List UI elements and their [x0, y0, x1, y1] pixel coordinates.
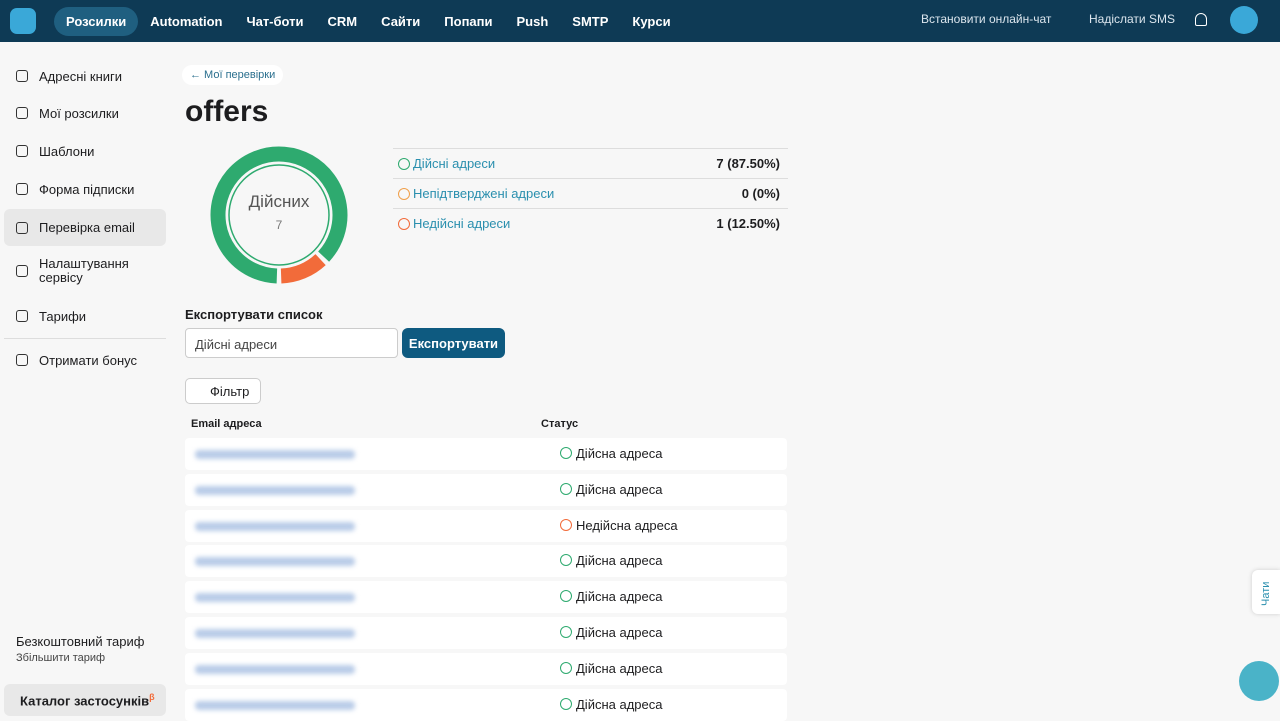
table-row: Дійсна адреса [185, 688, 787, 721]
status: Дійсна адреса [560, 553, 662, 568]
status-icon [560, 590, 572, 603]
status-icon [560, 447, 572, 459]
chat-link[interactable]: Встановити онлайн-чат [921, 12, 1052, 26]
blurred-email [195, 700, 355, 710]
nav-item[interactable]: Попапи [444, 13, 493, 29]
side-item[interactable]: Перевірка email [4, 209, 166, 246]
table-row: Дійсна адреса [185, 617, 787, 649]
stat-label[interactable]: Непідтверджені адреси [413, 186, 555, 201]
nav-item[interactable]: CRM [327, 13, 358, 29]
status: Дійсна адреса [560, 697, 662, 712]
stat-row: Непідтверджені адреси 0 (0%) [393, 178, 788, 208]
beta: β [149, 692, 155, 702]
catalog[interactable]: Каталог застосунківβ [4, 684, 166, 716]
status: Дійсна адреса [560, 482, 662, 497]
side-item[interactable]: Налаштування сервісу [4, 256, 144, 286]
side-item[interactable]: Адресні книги [4, 64, 166, 88]
status: Дійсна адреса [560, 446, 662, 461]
blurred-email [195, 450, 355, 459]
donut-segment [210, 146, 348, 284]
bonus[interactable]: Отримати бонус [4, 348, 166, 372]
blurred-email [195, 593, 355, 603]
status-icon [560, 661, 572, 674]
side-item[interactable]: Форма підписки [4, 177, 166, 201]
stat-value: 1 (12.50%) [716, 216, 780, 231]
status-icon [560, 554, 572, 567]
nav-item[interactable]: Automation [150, 13, 223, 29]
blurred-email [195, 485, 355, 495]
divider [4, 338, 166, 339]
donut-chart: Дійсних 7 [210, 146, 348, 284]
table-row: Дійсна адреса [185, 652, 787, 685]
stat-label[interactable]: Дійсні адреси [413, 156, 496, 171]
filter-button[interactable]: Фільтр [185, 378, 261, 404]
nav-item[interactable]: Push [516, 13, 549, 29]
chats-label: Чати [1260, 581, 1272, 606]
stat-row: Недійсні адреси 1 (12.50%) [393, 208, 788, 238]
back-link[interactable]: ← Мої перевірки [182, 65, 284, 85]
status: Дійсна адреса [560, 589, 662, 604]
status: Дійсна адреса [560, 625, 662, 640]
logo[interactable] [10, 8, 36, 34]
donut-label: Дійсних [249, 192, 310, 211]
nav-item[interactable]: Сайти [381, 13, 421, 29]
upgrade[interactable]: Збільшити тариф [16, 652, 106, 664]
stat-value: 0 (0%) [741, 186, 780, 201]
table-row: Дійсна адреса [185, 473, 787, 506]
side-item[interactable]: Тарифи [4, 304, 166, 328]
status-icon [560, 518, 572, 531]
nav-item[interactable]: Чат-боти [246, 13, 304, 29]
column-header: Статус [541, 418, 579, 430]
status-icon [560, 482, 572, 495]
status-icon [560, 626, 572, 638]
sms-link[interactable]: Надіслати SMS [1089, 12, 1175, 26]
icon [398, 217, 410, 230]
stat-row: Дійсні адреси 7 (87.50%) [393, 148, 788, 178]
sidebar: Адресні книги Мої розсилки Шаблони Форма… [0, 42, 172, 721]
blurred-email [195, 664, 355, 674]
side-item[interactable]: Шаблони [4, 139, 166, 163]
icon [398, 157, 410, 170]
export-button[interactable]: Експортувати [402, 328, 505, 358]
nav-item[interactable]: Розсилки [54, 6, 139, 36]
page-title: offers [185, 95, 269, 128]
status-icon [560, 697, 572, 710]
donut-count: 7 [276, 218, 283, 232]
export-label: Експортувати список [185, 307, 323, 322]
plan: Безкоштовний тариф [16, 634, 145, 649]
bell[interactable] [1195, 13, 1207, 26]
inner-ring [228, 164, 330, 266]
chats-tab[interactable]: Чати [1252, 570, 1280, 614]
blurred-email [195, 629, 355, 638]
avatar[interactable] [1230, 6, 1258, 34]
top-bar: Розсилки Automation Чат-боти CRM Сайти П… [0, 0, 1280, 42]
table-row: Недійсна адреса [185, 509, 787, 542]
table-row: Дійсна адреса [185, 545, 787, 578]
column-header: Email адреса [191, 418, 262, 430]
blurred-email [195, 557, 355, 567]
select[interactable]: Дійсні адреси [185, 328, 398, 358]
nav-item[interactable]: Курси [632, 13, 671, 29]
side-item[interactable]: Мої розсилки [4, 101, 166, 125]
icon [398, 187, 410, 200]
stat-value: 7 (87.50%) [716, 156, 780, 171]
blurred-email [195, 521, 355, 531]
donut-segment [280, 253, 326, 284]
stat-label[interactable]: Недійсні адреси [413, 216, 511, 231]
catalog-label: Каталог застосунків [20, 693, 150, 709]
status: Недійсна адреса [560, 518, 678, 533]
chat-widget[interactable] [1239, 661, 1279, 701]
table-row: Дійсна адреса [185, 438, 787, 470]
status: Дійсна адреса [560, 661, 662, 676]
nav-item[interactable]: SMTP [572, 13, 609, 29]
table-row: Дійсна адреса [185, 581, 787, 614]
